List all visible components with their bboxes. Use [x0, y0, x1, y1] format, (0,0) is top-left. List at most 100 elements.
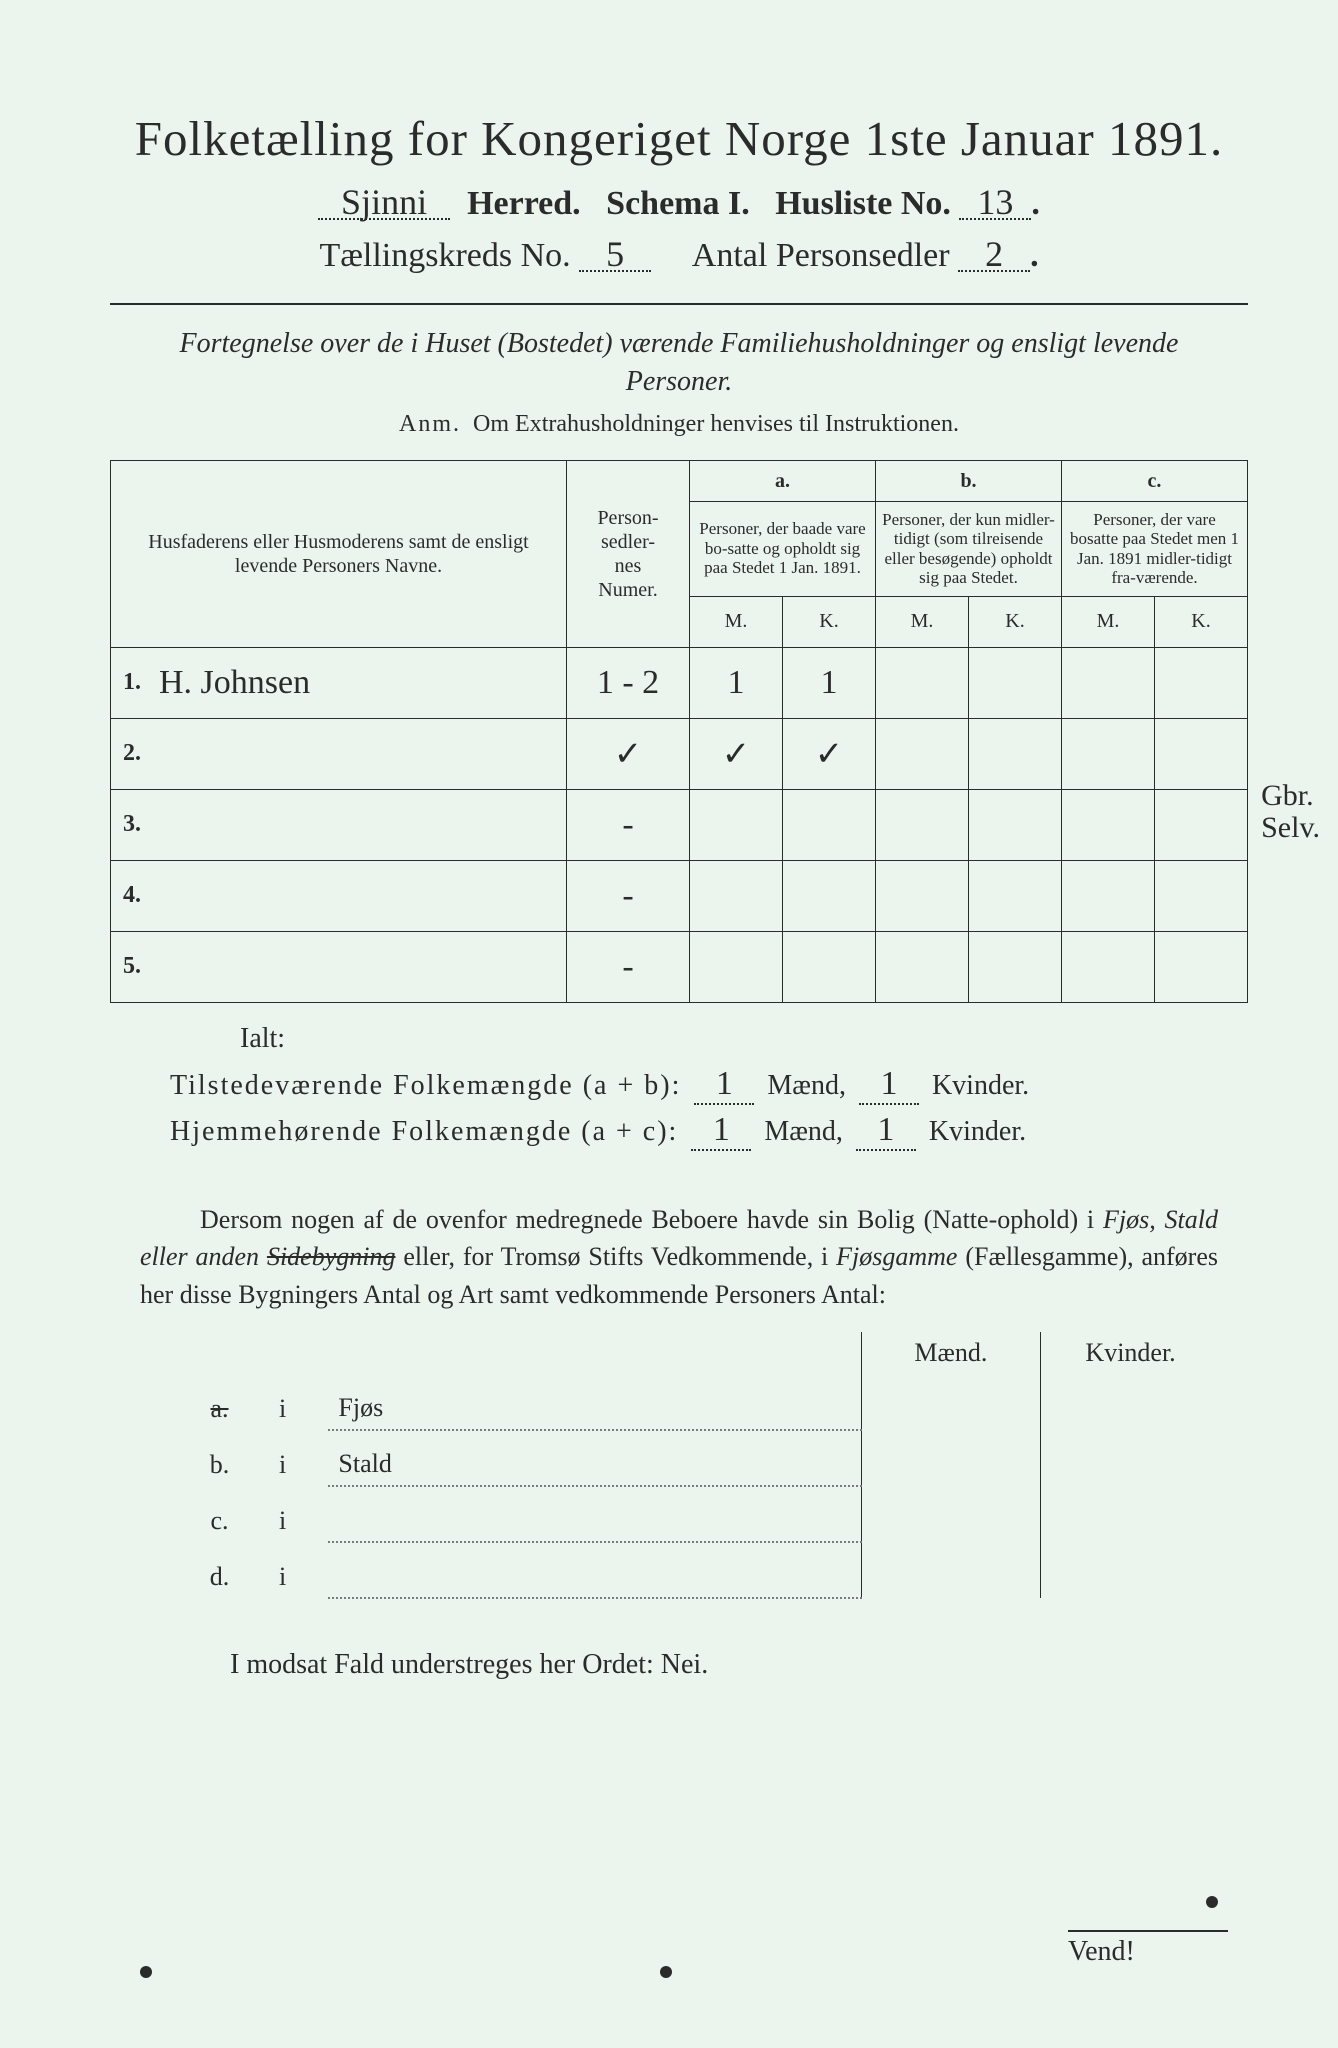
bottom-row: c. i — [170, 1486, 1220, 1542]
margin-note-1: Gbr. — [1261, 779, 1314, 812]
row-b-m — [876, 718, 969, 789]
grp-c-letter: c. — [1062, 460, 1248, 501]
anm-text: Om Extrahusholdninger henvises til Instr… — [473, 411, 959, 437]
table-row: 4. - — [111, 860, 1248, 931]
bottom-i: i — [269, 1486, 328, 1542]
bottom-lab-d: d. — [170, 1542, 269, 1598]
col-c-k: K. — [1155, 596, 1248, 647]
outbuilding-table: Mænd. Kvinder. a. i Fjøs b. i Stald c. i… — [170, 1332, 1220, 1599]
sum1-k-label: Kvinder. — [932, 1070, 1029, 1101]
antal-label: Antal Personsedler — [692, 237, 950, 274]
punch-hole-icon — [660, 1966, 672, 1978]
subtitle: Fortegnelse over de i Huset (Bostedet) v… — [150, 325, 1208, 401]
grp-b-letter: b. — [876, 460, 1062, 501]
bottom-desc: Stald — [328, 1430, 861, 1486]
sum1-label: Tilstedeværende Folkemængde (a + b): — [170, 1070, 681, 1101]
header-line-1: Sjinni Herred. Schema I. Husliste No. 13… — [110, 185, 1248, 223]
row-a-k: ✓ — [783, 718, 876, 789]
herred-value: Sjinni — [318, 186, 450, 220]
row-a-k: 1 — [783, 647, 876, 718]
bottom-desc — [328, 1542, 861, 1598]
row-b-m — [876, 647, 969, 718]
row-number: 4. — [111, 860, 154, 931]
table-row: 2. ✓ ✓ ✓ — [111, 718, 1248, 789]
table-row: 3. - — [111, 789, 1248, 860]
para-strike: Sidebygning — [267, 1242, 396, 1271]
table-row: 5. - — [111, 931, 1248, 1002]
margin-note-2: Selv. — [1261, 811, 1320, 844]
herred-label: Herred. — [467, 185, 581, 222]
col-a-k: K. — [783, 596, 876, 647]
grp-c-text: Personer, der vare bosatte paa Stedet me… — [1062, 501, 1248, 596]
row-name — [153, 789, 567, 860]
bottom-i: i — [269, 1542, 328, 1598]
bottom-desc — [328, 1486, 861, 1542]
sum2-m-label: Mænd, — [764, 1116, 843, 1147]
husliste-value: 13 — [959, 186, 1031, 220]
sum2-k: 1 — [856, 1111, 916, 1151]
row-number: 1. — [111, 647, 154, 718]
row-c-k — [1155, 647, 1248, 718]
grp-b-text: Personer, der kun midler-tidigt (som til… — [876, 501, 1062, 596]
anm-prefix: Anm. — [399, 411, 461, 437]
row-numer: - — [567, 789, 690, 860]
kreds-label: Tællingskreds No. — [319, 237, 570, 274]
vend-text: Vend! — [1068, 1936, 1135, 1967]
row-a-m: 1 — [690, 647, 783, 718]
bottom-i: i — [269, 1374, 328, 1430]
row-c-k — [1155, 718, 1248, 789]
grp-a-letter: a. — [690, 460, 876, 501]
row-number: 2. — [111, 718, 154, 789]
bottom-desc: Fjøs — [328, 1374, 861, 1430]
row-name — [153, 860, 567, 931]
bottom-row: a. i Fjøs — [170, 1374, 1220, 1430]
sum-present: Tilstedeværende Folkemængde (a + b): 1 M… — [170, 1065, 1248, 1105]
bottom-m — [861, 1374, 1041, 1430]
row-numer: - — [567, 931, 690, 1002]
row-name: H. Johnsen — [153, 647, 567, 718]
row-numer: 1 - 2 — [567, 647, 690, 718]
margin-annotation: Gbr. Selv. — [1261, 780, 1320, 843]
para-t1: Dersom nogen af de ovenfor medregnede Be… — [200, 1205, 1103, 1234]
col-header-numer: Person- sedler- nes Numer. — [567, 460, 690, 647]
row-c-m — [1062, 718, 1155, 789]
row-c-m — [1062, 647, 1155, 718]
antal-value: 2 — [958, 238, 1030, 272]
bottom-head-k: Kvinder. — [1041, 1332, 1220, 1374]
row-b-k — [969, 647, 1062, 718]
ialt-label: Ialt: — [240, 1023, 1248, 1055]
bottom-lab-c: c. — [170, 1486, 269, 1542]
row-numer: ✓ — [567, 718, 690, 789]
row-numer: - — [567, 860, 690, 931]
sum2-label: Hjemmehørende Folkemængde (a + c): — [170, 1116, 678, 1147]
sum1-k: 1 — [859, 1065, 919, 1105]
col-c-m: M. — [1062, 596, 1155, 647]
header-line-2: Tællingskreds No. 5 Antal Personsedler 2… — [110, 237, 1248, 275]
grp-a-text: Personer, der baade vare bo-satte og oph… — [690, 501, 876, 596]
row-name — [153, 931, 567, 1002]
col-b-k: K. — [969, 596, 1062, 647]
kreds-value: 5 — [579, 238, 651, 272]
schema-label: Schema I. — [606, 185, 750, 222]
annotation-line: Anm. Om Extrahusholdninger henvises til … — [110, 411, 1248, 438]
bottom-head-m: Mænd. — [861, 1332, 1041, 1374]
col-b-m: M. — [876, 596, 969, 647]
sum1-m-label: Mænd, — [767, 1070, 846, 1101]
para-em2: Fjøsgamme — [836, 1242, 957, 1271]
outbuilding-paragraph: Dersom nogen af de ovenfor medregnede Be… — [140, 1201, 1218, 1314]
divider — [110, 303, 1248, 305]
sum2-m: 1 — [691, 1111, 751, 1151]
bottom-lab-a: a. — [210, 1394, 228, 1423]
punch-hole-icon — [1206, 1896, 1218, 1908]
row-number: 3. — [111, 789, 154, 860]
bottom-row: b. i Stald — [170, 1430, 1220, 1486]
col-a-m: M. — [690, 596, 783, 647]
row-a-m: ✓ — [690, 718, 783, 789]
row-b-k — [969, 718, 1062, 789]
sum1-m: 1 — [694, 1065, 754, 1105]
para-t2: eller, for Tromsø Stifts Vedkommende, i — [395, 1242, 836, 1271]
bottom-k — [1041, 1374, 1220, 1430]
census-form-page: Folketælling for Kongeriget Norge 1ste J… — [0, 0, 1338, 2048]
turn-over: Vend! — [1068, 1930, 1228, 1968]
row-name — [153, 718, 567, 789]
